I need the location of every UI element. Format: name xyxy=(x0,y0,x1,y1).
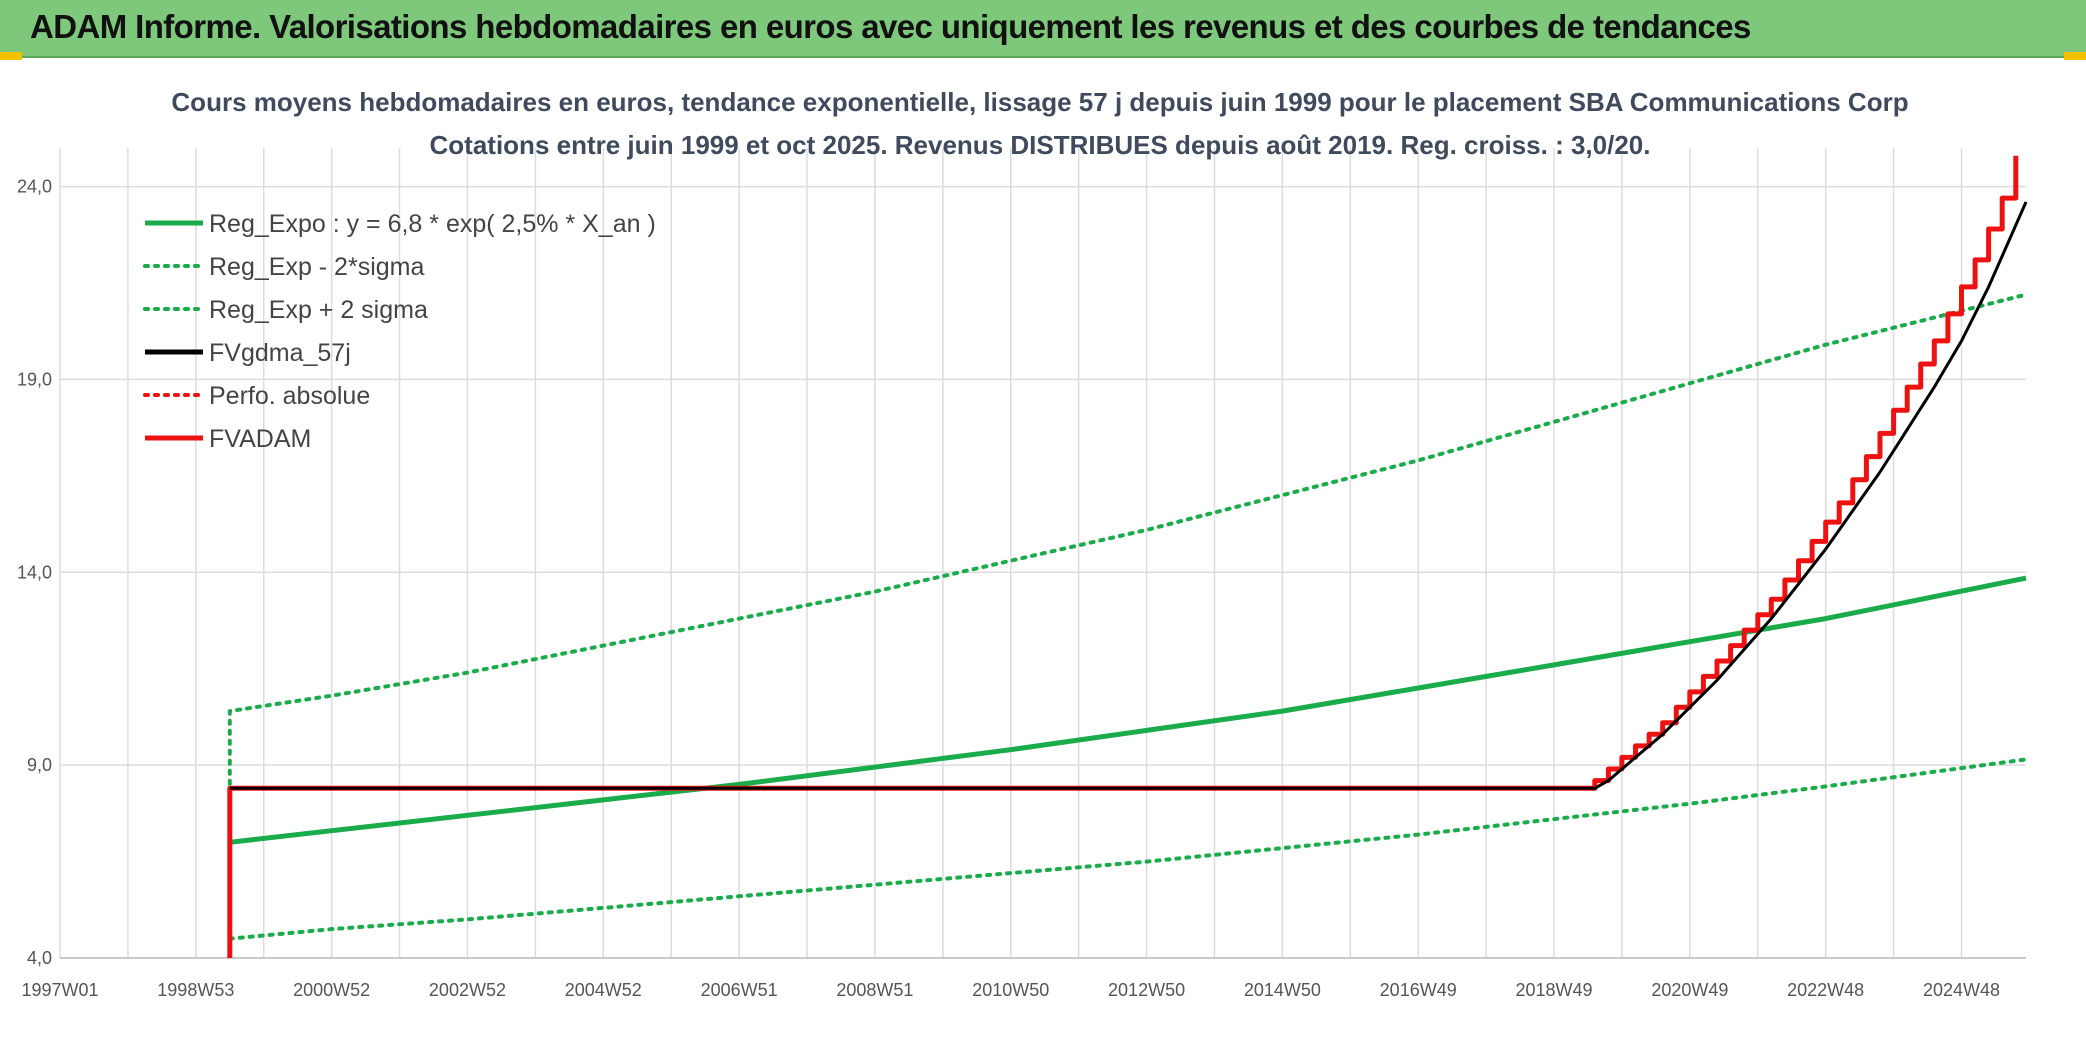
x-tick-label: 2016W49 xyxy=(1380,980,1457,1000)
legend-label: FVADAM xyxy=(209,425,311,453)
header-bar: ADAM Informe. Valorisations hebdomadaire… xyxy=(0,0,2086,58)
series-line-3 xyxy=(229,201,2028,790)
x-tick-label: 1998W53 xyxy=(157,980,234,1000)
x-tick-label: 2022W48 xyxy=(1787,980,1864,1000)
y-tick-label: 9,0 xyxy=(27,755,52,775)
x-tick-label: 2006W51 xyxy=(701,980,778,1000)
x-tick-label: 2004W52 xyxy=(565,980,642,1000)
series-layer xyxy=(227,155,2028,958)
corner-accent-right xyxy=(2064,52,2086,60)
x-tick-label: 2014W50 xyxy=(1244,980,1321,1000)
y-tick-label: 19,0 xyxy=(17,369,52,389)
x-tick-label: 2012W50 xyxy=(1108,980,1185,1000)
legend-label: Reg_Exp - 2*sigma xyxy=(209,253,424,281)
x-tick-label: 1997W01 xyxy=(21,980,98,1000)
chart: 4,0 9,0 14,0 19,0 24,0 1997W01 1998W53 2000W52 2… xyxy=(17,87,2028,1000)
x-tick-label: 2010W50 xyxy=(972,980,1049,1000)
x-tick-label: 2002W52 xyxy=(429,980,506,1000)
x-tick-label: 2020W49 xyxy=(1651,980,1728,1000)
legend-label: Reg_Exp + 2 sigma xyxy=(209,296,428,324)
series-line-0 xyxy=(229,575,2027,845)
series-line-2 xyxy=(227,292,2028,806)
corner-accent-left xyxy=(0,52,22,60)
x-tick-label: 2008W51 xyxy=(836,980,913,1000)
y-tick-label: 14,0 xyxy=(17,562,52,582)
legend-label: FVgdma_57j xyxy=(209,339,351,367)
y-tick-label: 24,0 xyxy=(17,177,52,197)
series-line-1 xyxy=(227,757,2028,941)
axis-layer: 4,0 9,0 14,0 19,0 24,0 1997W01 1998W53 2000W52 2… xyxy=(17,177,2026,1000)
legend: Reg_Expo : y = 6,8 * exp( 2,5% * X_an ) R… xyxy=(143,210,656,453)
series-line-5 xyxy=(227,155,2019,958)
chart-title: Cours moyens hebdomadaires en euros, ten… xyxy=(171,87,1908,117)
y-tick-label: 4,0 xyxy=(27,948,52,968)
page-title: ADAM Informe. Valorisations hebdomadaire… xyxy=(30,8,1751,45)
chart-subtitle: Cotations entre juin 1999 et oct 2025. R… xyxy=(430,130,1651,160)
x-tick-label: 2024W48 xyxy=(1923,980,2000,1000)
legend-label: Perfo. absolue xyxy=(209,382,370,410)
x-tick-label: 2018W49 xyxy=(1515,980,1592,1000)
legend-label: Reg_Expo : y = 6,8 * exp( 2,5% * X_an ) xyxy=(209,210,656,238)
x-tick-label: 2000W52 xyxy=(293,980,370,1000)
